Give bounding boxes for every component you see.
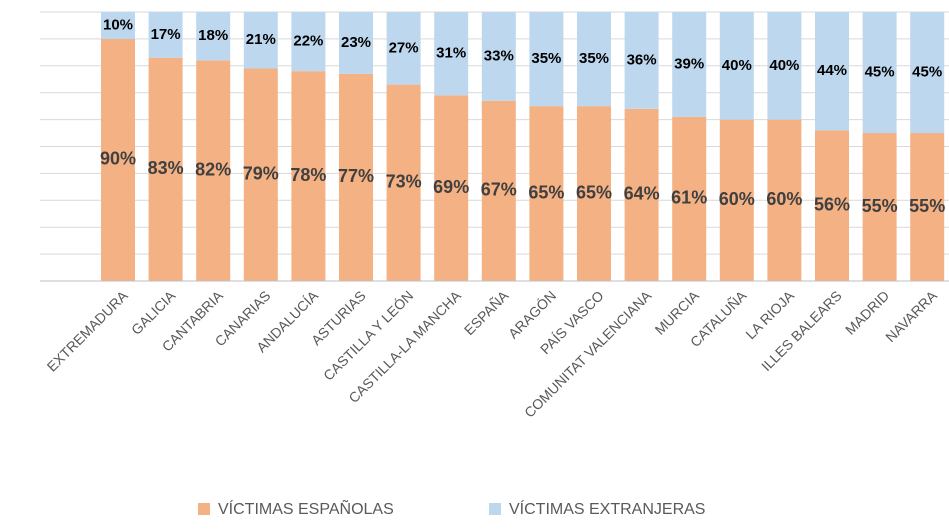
bar-segment xyxy=(481,12,516,101)
bar-segment xyxy=(434,95,469,281)
data-label: 79% xyxy=(243,163,279,183)
bar-segment xyxy=(243,12,278,69)
x-tick-label: NAVARRA xyxy=(882,287,940,345)
bar-segment xyxy=(148,12,183,58)
data-label: 82% xyxy=(195,159,231,179)
bar-segment xyxy=(815,12,849,131)
bar-segment xyxy=(577,106,611,282)
bar-segment xyxy=(672,12,707,117)
bar-segment xyxy=(529,106,564,282)
bar-segment xyxy=(910,12,945,134)
bar-segment xyxy=(767,12,802,120)
bar-segment xyxy=(291,71,326,282)
data-label: 45% xyxy=(912,63,942,80)
x-tick-label: EXTREMADURA xyxy=(44,287,132,375)
x-tick-label: ILLES BALEARS xyxy=(758,287,845,374)
bar-segment xyxy=(101,38,135,282)
data-label: 31% xyxy=(436,45,466,62)
data-label: 83% xyxy=(148,158,184,178)
data-label: 78% xyxy=(290,165,326,185)
data-label: 61% xyxy=(671,188,707,208)
data-label: 10% xyxy=(103,16,133,33)
bar-segment xyxy=(196,60,231,281)
data-label: 64% xyxy=(624,184,660,204)
bar-segment xyxy=(910,133,945,281)
bar-segment xyxy=(672,116,707,281)
bar-segment xyxy=(624,12,659,109)
legend-label: VÍCTIMAS EXTRANJERAS xyxy=(509,499,705,518)
data-label: 35% xyxy=(531,50,561,67)
legend-swatch xyxy=(198,503,210,515)
bar-segment xyxy=(481,100,516,282)
bar-segment xyxy=(339,73,373,282)
bar-segment xyxy=(719,12,754,120)
bar-segment xyxy=(624,108,659,281)
legend-label: VÍCTIMAS ESPAÑOLAS xyxy=(218,498,394,518)
legend-swatch xyxy=(489,503,501,515)
data-label: 35% xyxy=(579,50,609,67)
data-label: 40% xyxy=(769,57,799,74)
x-tick-label: CASTILLA Y LEÓN xyxy=(320,287,416,383)
bar-segment xyxy=(529,12,564,107)
bar-segment xyxy=(862,12,897,134)
data-label: 22% xyxy=(293,33,323,50)
data-label: 40% xyxy=(722,57,752,74)
data-label: 60% xyxy=(719,189,755,209)
bar-segment xyxy=(815,130,849,281)
bar-segment xyxy=(101,12,135,39)
data-label: 27% xyxy=(389,39,419,56)
bar-segment xyxy=(862,133,897,281)
bar-segment xyxy=(386,84,421,281)
data-label: 56% xyxy=(814,194,850,214)
data-label: 33% xyxy=(484,47,514,64)
data-label: 55% xyxy=(862,196,898,216)
data-label: 55% xyxy=(909,196,945,216)
data-label: 69% xyxy=(433,177,469,197)
data-label: 65% xyxy=(576,182,612,202)
data-label: 23% xyxy=(341,34,371,51)
data-label: 44% xyxy=(817,62,847,79)
bar-segment xyxy=(148,57,183,282)
bar-segment xyxy=(577,12,611,107)
bar-segment xyxy=(339,12,373,74)
data-label: 73% xyxy=(386,172,422,192)
bar-segment xyxy=(434,12,469,96)
data-label: 18% xyxy=(198,27,228,44)
data-label: 21% xyxy=(246,31,276,48)
data-label: 39% xyxy=(674,55,704,72)
data-label: 77% xyxy=(338,166,374,186)
data-label: 67% xyxy=(481,180,517,200)
data-label: 90% xyxy=(100,149,136,169)
data-label: 17% xyxy=(151,26,181,43)
bar-segment xyxy=(767,119,802,281)
bar-segment xyxy=(386,12,421,85)
data-label: 45% xyxy=(865,63,895,80)
data-label: 65% xyxy=(528,182,564,202)
data-label: 36% xyxy=(627,51,657,68)
bar-segment xyxy=(291,12,326,72)
data-label: 60% xyxy=(766,189,802,209)
bar-segment xyxy=(196,12,231,61)
bar-segment xyxy=(719,119,754,281)
bar-segment xyxy=(243,68,278,282)
